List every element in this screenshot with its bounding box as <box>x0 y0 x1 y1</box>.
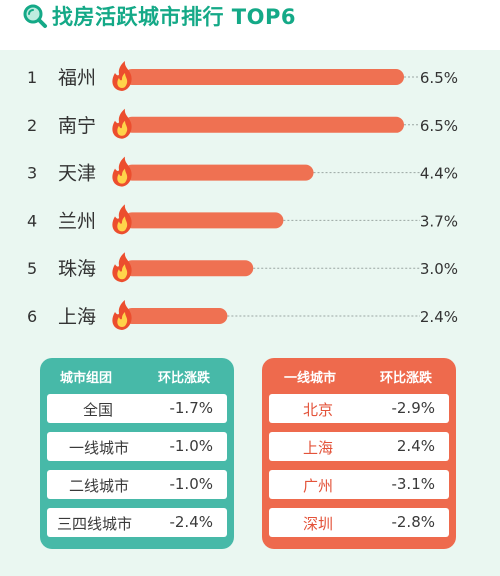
value-label: 6.5% <box>420 117 458 135</box>
city-label: 珠海 <box>58 258 96 280</box>
page-title: 找房活跃城市排行 TOP6 <box>52 5 296 29</box>
value-label: 4.4% <box>420 165 458 183</box>
city-label: 兰州 <box>58 210 96 232</box>
flame-icon <box>112 156 132 187</box>
table-row: 一线城市 -1.0% <box>47 432 227 461</box>
row-value: -1.0% <box>169 475 213 493</box>
city-group-table: 城市组团 环比涨跌 全国 -1.7% 一线城市 -1.0% 二线城市 -1.0%… <box>40 358 234 549</box>
bar <box>124 212 284 229</box>
table-row: 深圳 -2.8% <box>269 508 449 537</box>
city-label: 天津 <box>58 163 96 185</box>
city-label: 福州 <box>58 67 96 89</box>
table-row: 上海 2.4% <box>269 432 449 461</box>
column-header-change: 环比涨跌 <box>158 371 211 386</box>
table-row: 全国 -1.7% <box>47 394 227 423</box>
bar <box>124 164 314 181</box>
rank-number: 2 <box>27 116 37 135</box>
rank-number: 1 <box>27 68 37 87</box>
row-value: -2.8% <box>391 513 435 531</box>
row-value: 2.4% <box>396 437 435 455</box>
value-label: 3.0% <box>420 260 458 278</box>
row-name: 二线城市 <box>69 477 130 495</box>
tier1-city-table: 一线城市 环比涨跌 北京 -2.9% 上海 2.4% 广州 -3.1% 深圳 -… <box>262 358 456 549</box>
row-name: 上海 <box>303 439 334 457</box>
row-name: 北京 <box>303 401 334 419</box>
city-label: 上海 <box>58 306 96 328</box>
table-row: 三四线城市 -2.4% <box>47 508 227 537</box>
flame-icon <box>112 300 132 330</box>
bar <box>124 308 228 324</box>
rank-number: 6 <box>27 307 37 326</box>
rank-number: 4 <box>27 211 37 230</box>
row-value: -2.9% <box>391 399 435 417</box>
column-header-change: 环比涨跌 <box>380 371 433 386</box>
row-name: 深圳 <box>303 515 334 533</box>
column-header-group: 城市组团 <box>60 371 113 386</box>
bar <box>124 69 404 85</box>
table-row: 广州 -3.1% <box>269 470 449 499</box>
ranking-chart: 1 福州 6.5% 2 南宁 6.5% 3 天津 4.4% 4 兰州 3.7% 5 珠海 3.0% 6 上海 2.… <box>27 61 458 330</box>
city-label: 南宁 <box>58 115 96 137</box>
flame-icon <box>112 252 132 283</box>
row-name: 广州 <box>303 477 334 495</box>
value-label: 2.4% <box>420 308 458 326</box>
table-row: 二线城市 -1.0% <box>47 470 227 499</box>
row-value: -2.4% <box>169 513 213 531</box>
row-value: -1.0% <box>169 437 213 455</box>
row-name: 全国 <box>83 401 114 419</box>
value-label: 3.7% <box>420 212 458 230</box>
title-bar: 找房活跃城市排行 TOP6 <box>0 0 500 50</box>
bar <box>124 116 404 133</box>
row-name: 三四线城市 <box>57 515 133 533</box>
flame-icon <box>112 204 132 235</box>
bar <box>124 260 254 277</box>
column-header-tier1: 一线城市 <box>284 371 337 386</box>
row-value: -3.1% <box>391 475 435 493</box>
row-value: -1.7% <box>169 399 213 417</box>
flame-icon <box>112 108 132 139</box>
flame-icon <box>112 61 132 91</box>
search-icon <box>23 4 47 28</box>
row-name: 一线城市 <box>69 439 130 457</box>
value-label: 6.5% <box>420 69 458 87</box>
table-row: 北京 -2.9% <box>269 394 449 423</box>
rank-number: 5 <box>27 259 37 278</box>
rank-number: 3 <box>27 164 37 183</box>
